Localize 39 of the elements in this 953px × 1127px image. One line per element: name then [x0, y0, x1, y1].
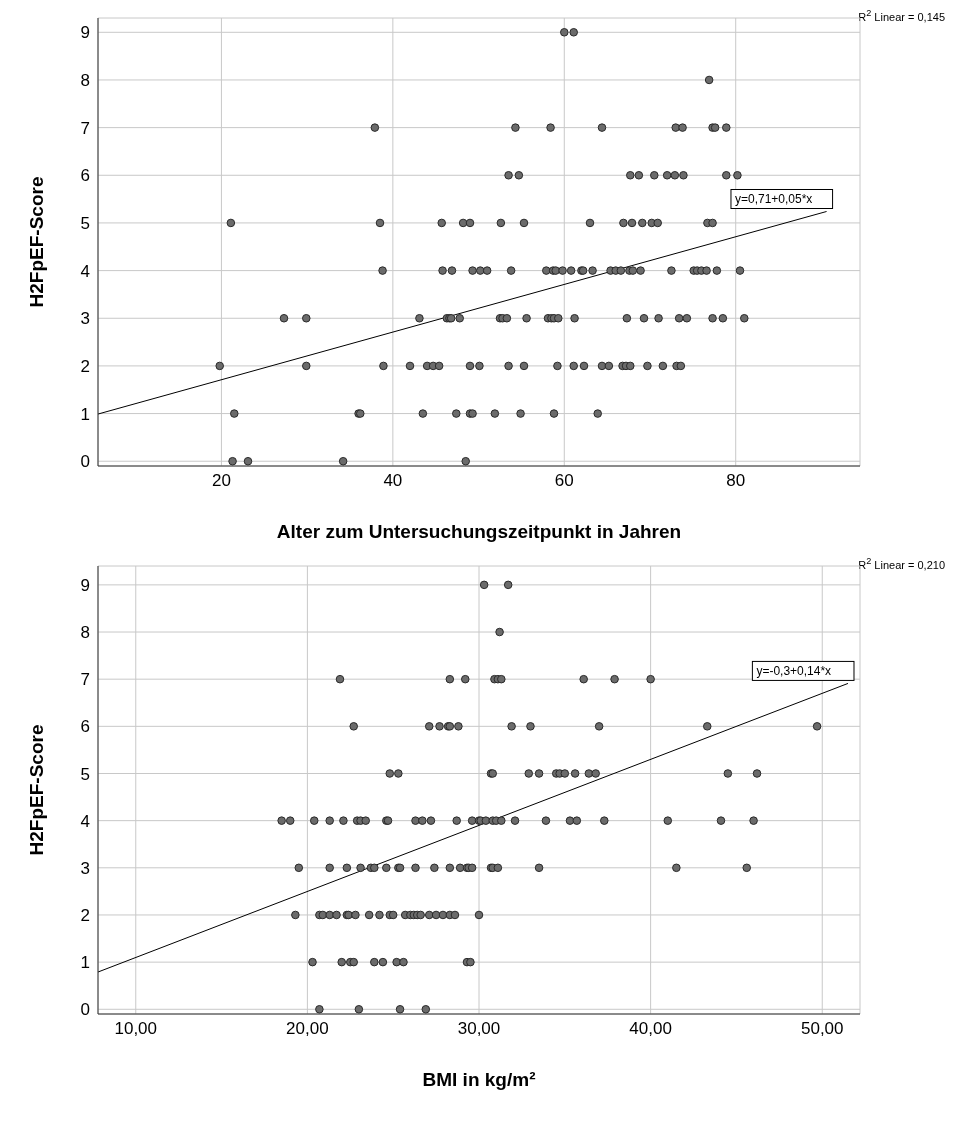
y-tick-label: 0	[80, 1000, 90, 1020]
y-tick-label: 9	[80, 575, 90, 595]
y-tick-label: 5	[80, 213, 90, 233]
x-axis-title: BMI in kg/m²	[422, 1069, 536, 1090]
y-axis-title: H2FpEF-Score	[25, 176, 47, 308]
annotation: R$^{2}$ Linear = 0,210	[858, 556, 945, 571]
x-tick-label: 20	[211, 471, 231, 491]
y-tick-label: 9	[80, 23, 90, 43]
x-tick-label: 60	[554, 471, 574, 491]
y-tick-label: 3	[80, 309, 90, 329]
y-tick-label: 0	[80, 452, 90, 472]
x-tick-label: 10,00	[114, 1019, 158, 1039]
x-axis-title: Alter zum Untersuchungszeitpunkt in Jahren	[276, 521, 682, 542]
x-tick-label: 30,00	[457, 1019, 501, 1039]
y-tick-label: 1	[80, 953, 90, 973]
y-tick-label: 4	[80, 811, 90, 831]
y-tick-label: 4	[80, 261, 90, 281]
equation-box: y=0,71+0,05*x	[730, 189, 834, 209]
y-tick-label: 7	[80, 118, 90, 138]
y-axis-title: H2FpEF-Score	[25, 724, 47, 856]
y-tick-label: 2	[80, 356, 90, 376]
x-tick-label: 20,00	[286, 1019, 329, 1039]
y-tick-label: 8	[80, 623, 90, 643]
y-tick-label: 5	[80, 764, 90, 784]
annotation: y=0,71+0,05*x	[734, 192, 813, 207]
x-tick-label: 50,00	[800, 1019, 844, 1039]
y-tick-label: 6	[80, 717, 90, 737]
y-tick-label: 2	[80, 906, 90, 925]
y-tick-label: 7	[80, 670, 90, 690]
y-tick-label: 6	[80, 166, 90, 186]
x-tick-label: 80	[726, 471, 746, 491]
y-tick-label: 8	[80, 70, 90, 90]
x-tick-label: 40,00	[629, 1019, 672, 1039]
annotation: y=-0,3+0,14*x	[756, 664, 832, 679]
y-tick-label: 3	[80, 858, 90, 878]
x-tick-label: 40	[383, 471, 403, 491]
annotation: R$^{2}$ Linear = 0,145	[858, 8, 945, 23]
equation-box: y=-0,3+0,14*x	[751, 660, 855, 681]
y-tick-label: 1	[80, 404, 90, 424]
